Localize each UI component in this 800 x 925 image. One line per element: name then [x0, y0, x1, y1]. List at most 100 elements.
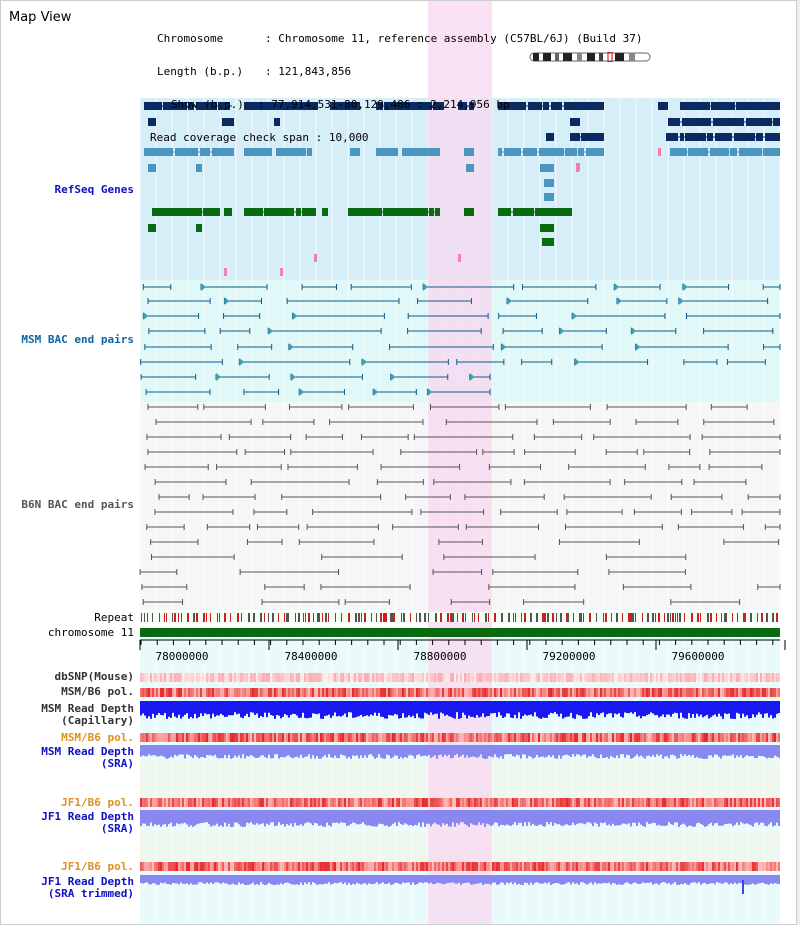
track-label-b6n-bac: B6N BAC end pairs — [21, 498, 134, 511]
read-depth-bar — [274, 810, 276, 827]
chromosome-ideogram[interactable] — [529, 52, 651, 62]
polymorphism-cell — [598, 862, 600, 871]
read-depth-bar — [740, 875, 742, 884]
polymorphism-cell — [368, 688, 370, 697]
read-depth-bar — [676, 875, 678, 885]
read-depth-bar — [532, 745, 534, 759]
repeat-mark — [376, 613, 377, 622]
read-depth-bar — [218, 701, 220, 716]
polymorphism-cell — [554, 688, 556, 697]
polymorphism-cell — [380, 798, 382, 807]
polymorphism-cell — [202, 862, 204, 871]
read-depth-bar — [732, 875, 734, 884]
polymorphism-cell — [572, 673, 574, 682]
polymorphism-cell — [682, 673, 684, 682]
polymorphism-cell — [632, 673, 634, 682]
read-depth-bar — [290, 745, 292, 758]
gene-exon — [458, 102, 467, 110]
polymorphism-cell — [614, 688, 616, 697]
read-depth-bar — [464, 875, 466, 883]
polymorphism-cell — [778, 688, 780, 697]
polymorphism-cell — [658, 862, 660, 871]
polymorphism-cell — [764, 798, 766, 807]
polymorphism-cell — [650, 688, 652, 697]
polymorphism-cell — [766, 798, 768, 807]
polymorphism-cell — [760, 733, 762, 742]
polymorphism-cell — [408, 673, 410, 682]
repeat-mark — [737, 613, 738, 622]
gene-exon — [582, 102, 604, 110]
gene-exon — [330, 102, 339, 110]
read-depth-bar — [688, 875, 690, 885]
polymorphism-cell — [252, 673, 254, 682]
read-depth-bar — [318, 745, 320, 759]
polymorphism-cell — [730, 733, 732, 742]
read-depth-bar — [188, 810, 190, 827]
polymorphism-cell — [356, 733, 358, 742]
read-depth-bar — [372, 875, 374, 885]
polymorphism-cell — [556, 733, 558, 742]
read-depth-bar — [352, 810, 354, 823]
polymorphism-cell — [508, 733, 510, 742]
polymorphism-cell — [740, 673, 742, 682]
polymorphism-cell — [156, 673, 158, 682]
read-depth-bar — [750, 745, 752, 756]
read-depth-bar — [506, 745, 508, 755]
repeat-mark — [447, 613, 449, 622]
polymorphism-cell — [762, 862, 764, 871]
read-depth-bar — [642, 810, 644, 826]
read-depth-bar — [302, 745, 304, 758]
coverage-label: Read coverage check span — [150, 131, 309, 144]
polymorphism-cell — [724, 798, 726, 807]
polymorphism-cell — [458, 862, 460, 871]
repeat-mark — [203, 613, 205, 622]
polymorphism-cell — [764, 688, 766, 697]
polymorphism-cell — [740, 798, 742, 807]
read-depth-bar — [448, 875, 450, 883]
read-depth-bar — [392, 745, 394, 758]
polymorphism-cell — [314, 733, 316, 742]
polymorphism-cell — [688, 688, 690, 697]
polymorphism-cell — [294, 688, 296, 697]
repeat-mark — [355, 613, 357, 622]
gene-exon — [713, 118, 744, 126]
polymorphism-cell — [204, 688, 206, 697]
polymorphism-cell — [498, 733, 500, 742]
scrollbar[interactable] — [797, 0, 800, 925]
polymorphism-cell — [484, 862, 486, 871]
polymorphism-cell — [338, 688, 340, 697]
repeat-mark — [286, 613, 288, 622]
read-depth-bar — [228, 875, 230, 885]
read-depth-bar — [650, 810, 652, 824]
read-depth-bar — [400, 810, 402, 825]
read-depth-bar — [352, 701, 354, 718]
read-depth-bar — [540, 810, 542, 825]
polymorphism-cell — [468, 733, 470, 742]
polymorphism-cell — [244, 862, 246, 871]
read-depth-bar — [616, 701, 618, 715]
read-depth-bar — [212, 745, 214, 757]
polymorphism-cell — [706, 733, 708, 742]
polymorphism-cell — [488, 673, 490, 682]
gene-exon — [705, 102, 710, 110]
read-depth-bar — [726, 875, 728, 883]
polymorphism-cell — [286, 688, 288, 697]
polymorphism-cell — [404, 862, 406, 871]
polymorphism-cell — [554, 862, 556, 871]
polymorphism-cell — [254, 688, 256, 697]
read-depth-bar — [718, 875, 720, 883]
gene-exon — [376, 102, 383, 110]
polymorphism-cell — [620, 733, 622, 742]
polymorphism-cell — [258, 673, 260, 682]
polymorphism-cell — [456, 688, 458, 697]
polymorphism-cell — [154, 798, 156, 807]
polymorphism-cell — [410, 733, 412, 742]
polymorphism-cell — [618, 733, 620, 742]
read-depth-bar — [474, 875, 476, 884]
read-depth-bar — [486, 745, 488, 759]
polymorphism-cell — [240, 673, 242, 682]
read-depth-bar — [344, 810, 346, 823]
read-depth-bar — [188, 745, 190, 755]
repeat-mark — [684, 613, 685, 622]
